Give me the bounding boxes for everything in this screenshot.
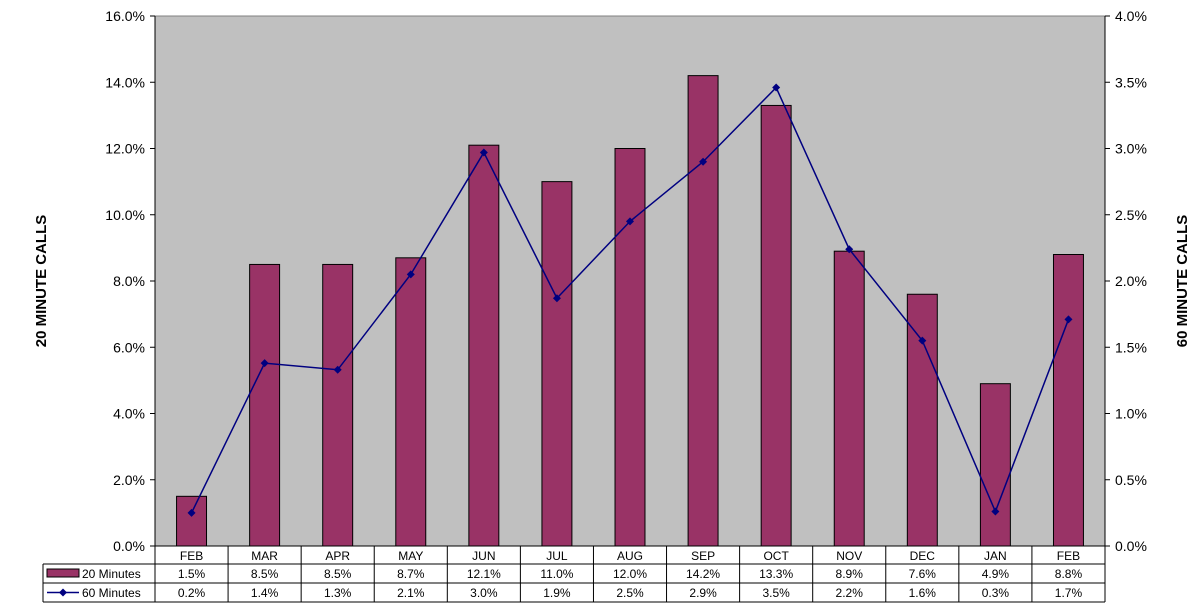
x-tick-label: OCT [763, 549, 789, 563]
x-tick-label: JAN [984, 549, 1007, 563]
data-table: FEB 1.5% 0.2% MAR 8.5% 1.4% APR 8.5% 1.3% MAY 8.7%… [42, 545, 1106, 603]
point [406, 270, 415, 279]
table-cell: 13.3% [759, 567, 793, 581]
y2-axis-label: 60 MINUTE CALLS [1174, 215, 1191, 348]
point [772, 83, 781, 92]
left-tick-label: 10.0% [105, 207, 145, 223]
table-cell: 14.2% [686, 567, 720, 581]
x-tick-label: JUN [472, 549, 495, 563]
point [918, 336, 927, 345]
table-cell: 4.9% [982, 567, 1010, 581]
right-tick-label: 3.0% [1115, 141, 1147, 157]
x-tick-label: DEC [910, 549, 936, 563]
right-tick-label: 1.0% [1115, 406, 1147, 422]
bar [760, 104, 792, 547]
table-cell: 3.5% [762, 586, 790, 600]
legend-label: 60 Minutes [82, 586, 141, 600]
table-cell: 2.1% [397, 586, 425, 600]
bar [687, 75, 719, 547]
right-tick-label: 2.0% [1115, 273, 1147, 289]
point [626, 217, 634, 226]
x-tick-label: JUL [546, 549, 568, 563]
table-cell: 2.2% [836, 586, 864, 600]
right-tick-label: 3.5% [1115, 74, 1147, 90]
table-cell: 11.0% [540, 567, 573, 581]
left-tick-label: 6.0% [113, 339, 145, 355]
table-cell: 8.5% [251, 567, 279, 581]
left-tick-label: 14.0% [105, 74, 145, 90]
table-cell: 1.5% [178, 567, 206, 581]
bar [1052, 254, 1084, 547]
right-tick-label: 0.5% [1115, 472, 1147, 488]
table-cell: 12.0% [613, 567, 647, 581]
point [187, 508, 196, 517]
table-cell: 12.1% [467, 567, 501, 581]
right-axis-ticks: 0.0% 0.5% 1.0% 1.5% 2.0% 2.5% 3.0% 3.5% 4.0% [1104, 8, 1147, 554]
bar [979, 383, 1011, 547]
table-cell: 1.3% [324, 586, 352, 600]
table-cell: 2.5% [616, 586, 644, 600]
right-tick-label: 2.5% [1115, 207, 1147, 223]
x-tick-label: NOV [836, 549, 862, 563]
point [991, 507, 1000, 516]
table-cell: 8.7% [397, 567, 425, 581]
x-tick-label: APR [325, 549, 350, 563]
point [260, 359, 269, 368]
bar [906, 293, 938, 547]
bar [322, 263, 354, 547]
left-tick-label: 12.0% [105, 141, 145, 157]
x-tick-label: FEB [180, 549, 203, 563]
bar [395, 257, 427, 547]
right-tick-label: 4.0% [1115, 8, 1147, 24]
table-cell: 3.0% [470, 586, 498, 600]
x-tick-label: FEB [1057, 549, 1080, 563]
table-cell: 2.9% [689, 586, 717, 600]
point [333, 365, 342, 374]
bar [541, 181, 573, 547]
y-axis-label: 20 MINUTE CALLS [33, 215, 50, 348]
point [845, 245, 854, 254]
table-cell: 8.5% [324, 567, 352, 581]
left-axis-ticks: 0.0% 2.0% 4.0% 6.0% 8.0% 10.0% 12.0% 14.0% 16.0% [105, 8, 156, 554]
legend-key-marker [59, 588, 67, 597]
table-cell: 8.8% [1055, 567, 1083, 581]
left-tick-label: 8.0% [113, 273, 145, 289]
point [479, 148, 488, 157]
table-cell: 1.9% [543, 586, 571, 600]
table-cell: 1.6% [909, 586, 937, 600]
x-tick-label: MAR [251, 549, 278, 563]
table-cell: 0.2% [178, 586, 206, 600]
bar [176, 495, 208, 547]
left-tick-label: 16.0% [105, 8, 145, 24]
table-cell: 8.9% [836, 567, 864, 581]
table-cell: 7.6% [909, 567, 937, 581]
table-cell: 0.3% [982, 586, 1010, 600]
right-tick-label: 0.0% [1115, 538, 1147, 554]
table-cell: 1.4% [251, 586, 279, 600]
bar [614, 148, 646, 547]
legend-label: 20 Minutes [82, 567, 141, 581]
x-tick-label: MAY [398, 549, 423, 563]
left-tick-label: 4.0% [113, 406, 145, 422]
left-tick-label: 0.0% [113, 538, 145, 554]
table-cell: 1.7% [1055, 586, 1083, 600]
right-tick-label: 1.5% [1115, 339, 1147, 355]
point [699, 157, 708, 166]
bar [468, 144, 500, 547]
bar [249, 263, 281, 547]
bar-series-20-minutes [176, 75, 1084, 547]
line-series-60-minutes [187, 83, 1073, 517]
x-tick-label: AUG [617, 549, 643, 563]
point [552, 294, 561, 303]
bar [833, 250, 865, 547]
x-tick-label: SEP [691, 549, 715, 563]
legend-key-bar [46, 568, 80, 578]
point [1064, 315, 1073, 324]
left-tick-label: 2.0% [113, 472, 145, 488]
